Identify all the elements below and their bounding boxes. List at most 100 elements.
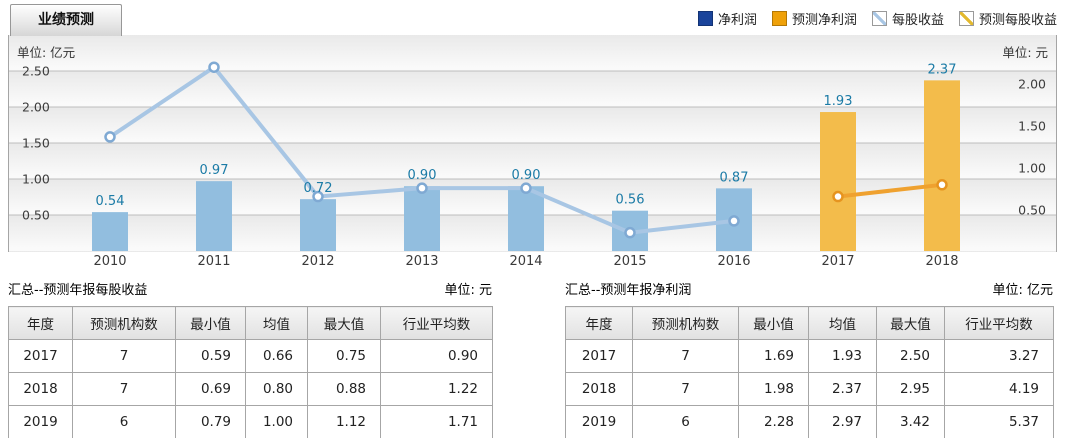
line-marker	[312, 190, 324, 203]
table-header-cell: 行业平均数	[944, 306, 1054, 340]
right-axis-unit-label: 单位: 元	[1002, 45, 1048, 60]
line-marker	[104, 131, 116, 143]
table-cell: 6	[632, 405, 739, 438]
left-axis-tick: 2.00	[22, 100, 50, 115]
bar-value-label: 2.37	[928, 62, 957, 77]
table-header-cell: 最大值	[307, 306, 381, 340]
line-marker	[728, 215, 740, 227]
table-row: 2018 7 1.98 2.37 2.95 4.19	[565, 372, 1054, 406]
table-header-cell: 预测机构数	[72, 306, 176, 340]
legend-label: 净利润	[717, 12, 757, 28]
x-axis-label: 2012	[301, 254, 335, 269]
profit-forecast-table: 年度 预测机构数 最小值 均值 最大值 行业平均数 2017 7 1.69 1.93 2.50 3.2…	[565, 306, 1054, 438]
left-axis-tick: 2.50	[22, 64, 50, 79]
table-cell: 0.79	[175, 405, 246, 438]
table-header-cell: 预测机构数	[632, 306, 739, 340]
legend-swatch-line	[871, 10, 887, 26]
table-cell: 2.37	[808, 372, 877, 406]
left-axis-tick: 0.50	[22, 208, 50, 223]
right-axis-tick: 1.00	[1018, 161, 1046, 176]
table-cell: 2.50	[876, 339, 945, 373]
table-row: 2019 6 0.79 1.00 1.12 1.71	[8, 405, 493, 438]
x-axis-label: 2013	[405, 254, 439, 269]
right-axis-tick: 1.50	[1018, 119, 1046, 134]
line-marker	[936, 179, 948, 191]
right-axis-tick: 2.00	[1018, 77, 1046, 92]
bar-2012	[300, 199, 336, 251]
bar-2010	[92, 212, 128, 251]
profit-table-title: 汇总--预测年报净利润	[565, 283, 692, 298]
table-header-cell: 年度	[8, 306, 73, 340]
chart-legend: 净利润 预测净利润 每股收益 预测每股收益	[697, 9, 1057, 28]
table-cell: 0.90	[380, 339, 493, 373]
bar-value-label: 0.90	[408, 168, 437, 183]
table-cell: 7	[632, 372, 739, 406]
tab-performance-forecast[interactable]: 业绩预测	[10, 4, 122, 36]
table-cell: 6	[72, 405, 176, 438]
table-header-cell: 最小值	[175, 306, 246, 340]
bar-value-label: 0.97	[200, 163, 229, 178]
line-marker	[520, 182, 532, 194]
table-cell: 2.97	[808, 405, 877, 438]
bar-2013	[404, 186, 440, 251]
table-cell: 2019	[565, 405, 633, 438]
eps-forecast-table: 年度 预测机构数 最小值 均值 最大值 行业平均数 2017 7 0.59 0.66 0.75 0.9…	[8, 306, 493, 438]
table-header-cell: 均值	[808, 306, 877, 340]
bar-2011	[196, 181, 232, 251]
table-cell: 7	[632, 339, 739, 373]
forecast-chart-canvas[interactable]: 0.50 1.00 1.50 2.00 2.50 0.50 1.00 1.50 2.00 0.54…	[9, 36, 1056, 251]
bar-2017	[820, 112, 856, 251]
table-cell: 2017	[565, 339, 633, 373]
table-cell: 7	[72, 372, 176, 406]
bar-value-label: 1.93	[824, 94, 853, 109]
table-header-cell: 年度	[565, 306, 633, 340]
table-header-row: 年度 预测机构数 最小值 均值 最大值 行业平均数	[8, 306, 493, 340]
x-axis-labels: 2010 2011 2012 2013 2014 2015 2016 2017 2018	[9, 254, 1056, 272]
table-cell: 3.27	[944, 339, 1054, 373]
legend-swatch-filled	[771, 10, 787, 26]
table-row: 2019 6 2.28 2.97 3.42 5.37	[565, 405, 1054, 438]
table-cell: 1.98	[738, 372, 809, 406]
left-axis-tick: 1.00	[22, 172, 50, 187]
line-marker	[832, 190, 844, 203]
x-axis-label: 2016	[717, 254, 751, 269]
table-header-cell: 均值	[245, 306, 308, 340]
x-axis-label: 2010	[93, 254, 127, 269]
bar-2014	[508, 186, 544, 251]
chart-area: 单位: 亿元 单位: 元 0.50 1.00 1.50 2.00 2.50 0.50 1.0…	[8, 35, 1057, 252]
table-cell: 1.22	[380, 372, 493, 406]
bar-value-label: 0.90	[512, 168, 541, 183]
eps-table-caption: 汇总--预测年报每股收益 单位: 元	[8, 279, 492, 298]
table-header-cell: 行业平均数	[380, 306, 493, 340]
legend-item: 预测净利润	[771, 9, 857, 28]
table-cell: 1.00	[245, 405, 308, 438]
table-cell: 0.75	[307, 339, 381, 373]
table-row: 2017 7 1.69 1.93 2.50 3.27	[565, 339, 1054, 373]
table-cell: 0.88	[307, 372, 381, 406]
table-cell: 0.69	[175, 372, 246, 406]
table-cell: 0.80	[245, 372, 308, 406]
line-marker	[416, 182, 428, 194]
table-cell: 2017	[8, 339, 73, 373]
table-cell: 2.28	[738, 405, 809, 438]
eps-table-title: 汇总--预测年报每股收益	[8, 283, 148, 298]
legend-label: 每股收益	[891, 12, 944, 28]
table-row: 2017 7 0.59 0.66 0.75 0.90	[8, 339, 493, 373]
table-header-cell: 最小值	[738, 306, 809, 340]
legend-label: 预测净利润	[791, 12, 857, 28]
legend-item: 每股收益	[871, 9, 944, 28]
legend-swatch-line	[958, 10, 974, 26]
profit-table-caption: 汇总--预测年报净利润 单位: 亿元	[565, 279, 1053, 298]
legend-item: 预测每股收益	[958, 9, 1057, 28]
line-marker	[208, 61, 220, 73]
table-cell: 4.19	[944, 372, 1054, 406]
profit-table-unit: 单位: 亿元	[992, 283, 1053, 298]
bar-2018	[924, 80, 960, 251]
table-cell: 1.93	[808, 339, 877, 373]
table-row: 2018 7 0.69 0.80 0.88 1.22	[8, 372, 493, 406]
table-cell: 1.71	[380, 405, 493, 438]
table-cell: 3.42	[876, 405, 945, 438]
line-marker	[624, 226, 636, 239]
legend-swatch-filled	[697, 10, 713, 26]
